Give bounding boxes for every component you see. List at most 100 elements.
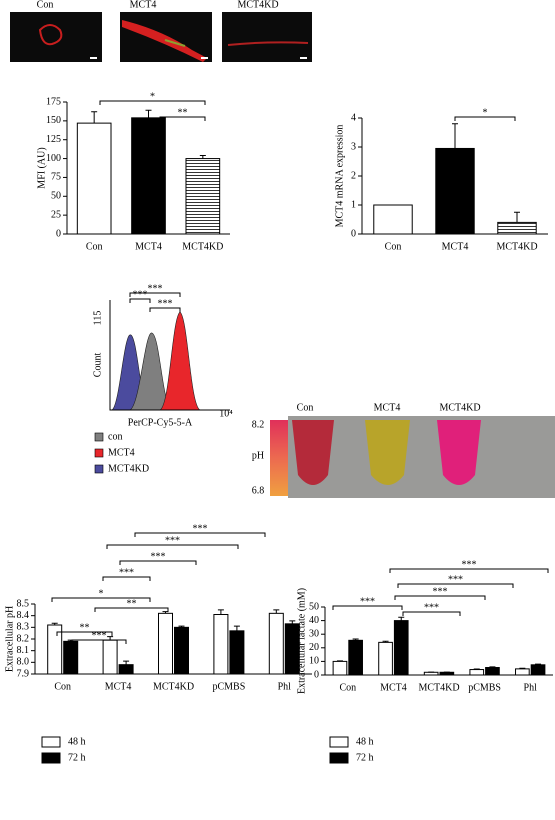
tube-label: MCT4 <box>374 402 401 413</box>
x-tick-label: Con <box>339 682 356 693</box>
significance-label: *** <box>360 596 375 607</box>
significance-bracket <box>332 605 403 610</box>
tube-label: Con <box>297 402 314 413</box>
y-tick-label: 8.4 <box>17 610 30 621</box>
significance-label: *** <box>433 586 448 597</box>
y-tick-label: 30 <box>309 628 319 639</box>
y-tick-label: 100 <box>46 153 61 164</box>
significance-label: * <box>99 588 104 599</box>
y-axis-label: Extracellular lactate (mM) <box>296 588 307 694</box>
bar <box>435 147 475 235</box>
error-bar <box>178 625 185 628</box>
y-tick-label: 0 <box>314 669 319 680</box>
y-tick-label: 10 <box>309 656 319 667</box>
y-tick-label: 1 <box>351 199 356 210</box>
y-axis-label: MFI (AU) <box>36 147 47 188</box>
y-tick-label: 175 <box>46 96 61 107</box>
error-bar <box>145 109 152 118</box>
bar <box>118 664 134 675</box>
significance-bracket <box>159 116 206 121</box>
y-tick-label: 4 <box>351 112 356 123</box>
y-tick-label: 50 <box>51 191 61 202</box>
error-bar <box>452 123 458 149</box>
x-tick-label: pCMBS <box>213 681 246 692</box>
legend-label: con <box>108 431 122 442</box>
legend-swatch <box>94 448 104 458</box>
x-tick-label: MCT4KD <box>496 241 537 252</box>
significance-bracket <box>51 597 151 602</box>
significance-label: *** <box>158 298 173 309</box>
axis <box>109 300 230 411</box>
tube-label: MCT4KD <box>439 402 480 413</box>
ph-scale <box>270 420 288 496</box>
x-tick-label: Phl <box>278 681 292 692</box>
legend-label: 72 h <box>68 752 86 763</box>
micrographs: Con MCT4 MCT4KD <box>10 0 312 62</box>
bar <box>497 221 537 235</box>
image <box>222 12 312 62</box>
scale-label: 8.2 <box>252 419 265 430</box>
significance-label: *** <box>193 523 208 534</box>
significance-bracket <box>389 568 549 573</box>
x-max-label: 10⁴ <box>219 408 233 419</box>
x-tick-label: Phl <box>524 682 538 693</box>
bar <box>63 640 79 675</box>
y-tick-label: 8.5 <box>17 598 30 609</box>
error-bar <box>123 660 130 665</box>
tube <box>437 420 481 485</box>
cell <box>227 41 309 46</box>
y-tick-label: 25 <box>51 209 61 220</box>
error-bar <box>489 666 496 668</box>
image <box>10 12 102 62</box>
bar <box>229 630 245 675</box>
x-tick-label: MCT4KD <box>418 682 459 693</box>
tube-photo: Con MCT4 MCT4KD 8.2 pH 6.8 <box>252 402 555 498</box>
x-tick-label: Con <box>385 241 402 252</box>
error-bar <box>514 211 520 223</box>
y-max-label: 115 <box>92 311 103 326</box>
significance-label: ** <box>178 107 188 118</box>
bar <box>102 639 118 675</box>
significance-label: *** <box>448 574 463 585</box>
bar <box>158 612 173 675</box>
significance-label: * <box>150 91 155 102</box>
significance-label: *** <box>165 535 180 546</box>
legend-label: 48 h <box>356 736 374 747</box>
image-label: MCT4KD <box>237 0 278 10</box>
bar <box>185 158 221 235</box>
significance-bracket <box>129 298 151 303</box>
y-tick-label: 20 <box>309 642 319 653</box>
y-tick-label: 0 <box>56 228 61 239</box>
legend-label: MCT4KD <box>108 463 149 474</box>
legend-swatch <box>94 432 104 442</box>
x-tick-label: Con <box>54 681 71 692</box>
x-tick-label: pCMBS <box>468 682 501 693</box>
error-bar <box>273 609 280 614</box>
y-axis-label: Count <box>92 353 103 378</box>
significance-bracket <box>94 607 169 612</box>
cell <box>122 20 207 62</box>
significance-label: *** <box>462 559 477 570</box>
error-bar <box>535 663 542 665</box>
significance-bracket <box>402 611 461 616</box>
significance-label: *** <box>424 602 439 613</box>
significance-label: *** <box>133 289 148 300</box>
flow-histogram: 115 Count PerCP-Cy5-5-A 10⁴ <box>92 300 233 428</box>
error-bar <box>217 609 224 615</box>
significance-label: ** <box>127 598 137 609</box>
y-tick-label: 8.3 <box>17 622 30 633</box>
bar <box>174 626 189 675</box>
bar <box>393 620 409 676</box>
tube <box>292 420 334 485</box>
significance-label: * <box>483 107 488 118</box>
scale-label: pH <box>252 450 264 461</box>
bar <box>485 667 500 676</box>
y-tick-label: 40 <box>309 615 319 626</box>
x-tick-label: MCT4KD <box>153 681 194 692</box>
image-label: Con <box>37 0 54 10</box>
y-tick-label: 150 <box>46 115 61 126</box>
significance-bracket <box>119 560 197 565</box>
y-tick-label: 7.9 <box>17 668 30 679</box>
y-tick-label: 2 <box>351 170 356 181</box>
